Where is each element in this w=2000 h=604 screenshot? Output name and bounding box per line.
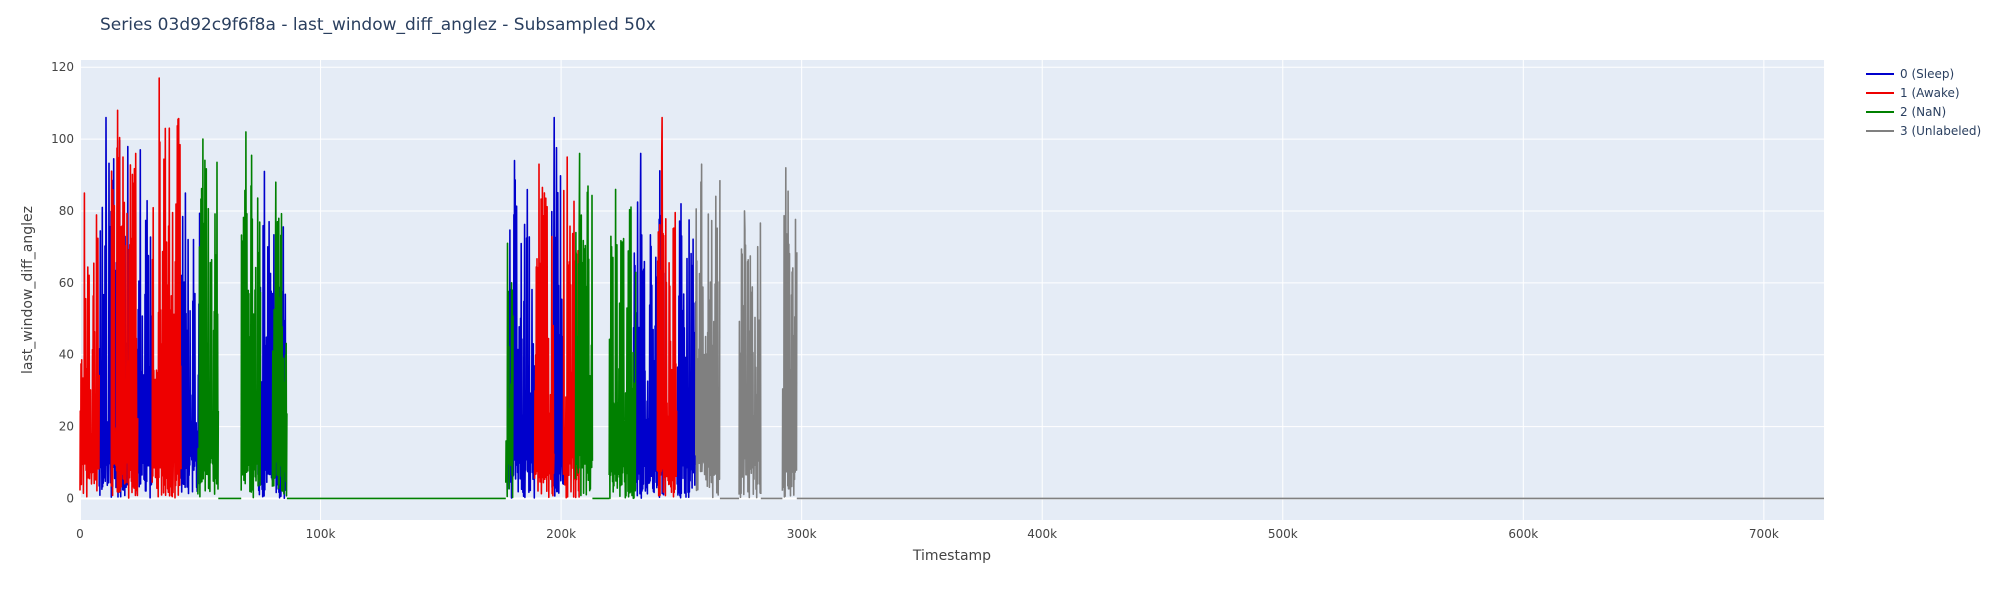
grid: [79, 60, 1824, 520]
series-line-1: [151, 77, 182, 499]
series-line-1: [79, 192, 100, 498]
series-line-0: [135, 149, 153, 499]
y-tick-label: 100: [51, 132, 74, 146]
series-line-1: [656, 116, 678, 498]
legend: 0 (Sleep) 1 (Awake) 2 (NaN) 3 (Unlabeled): [1866, 67, 1981, 138]
tick-labels: 0 20 40 60 80 100 120 0 100k 200k 300k 400k 500k 600k…: [51, 60, 1779, 541]
series-line-2: [608, 188, 637, 500]
x-tick-label: 400k: [1027, 527, 1057, 541]
series-line-3: [781, 167, 798, 498]
series-line-2: [574, 152, 594, 497]
series-line-2: [505, 242, 514, 499]
legend-label: 2 (NaN): [1900, 105, 1946, 119]
series-line-1: [110, 109, 139, 499]
legend-label: 1 (Awake): [1900, 86, 1960, 100]
y-tick-label: 120: [51, 60, 74, 74]
x-tick-label: 100k: [306, 527, 336, 541]
y-tick-label: 20: [59, 420, 74, 434]
series-line-2: [271, 181, 288, 497]
series-layer: [79, 77, 1824, 500]
series-line-0: [675, 203, 697, 499]
series-line-3: [738, 210, 762, 499]
y-tick-label: 60: [59, 276, 74, 290]
series-line-0: [180, 192, 202, 495]
x-tick-label: 700k: [1749, 527, 1779, 541]
legend-label: 0 (Sleep): [1900, 67, 1954, 81]
chart-title: Series 03d92c9f6f8a - last_window_diff_a…: [100, 15, 656, 35]
series-line-2: [240, 131, 262, 499]
x-tick-label: 200k: [546, 527, 576, 541]
x-tick-label: 0: [76, 527, 84, 541]
x-tick-label: 600k: [1508, 527, 1538, 541]
x-axis-title: Timestamp: [912, 548, 991, 564]
y-tick-label: 40: [59, 348, 74, 362]
x-tick-label: 300k: [787, 527, 817, 541]
series-line-1: [533, 163, 555, 499]
y-tick-label: 0: [66, 491, 74, 505]
plot-area: [80, 60, 1824, 520]
legend-label: 3 (Unlabeled): [1900, 124, 1981, 138]
x-tick-label: 500k: [1268, 527, 1298, 541]
series-line-2: [197, 138, 220, 498]
y-axis-title: last_window_diff_anglez: [20, 206, 36, 374]
y-tick-label: 80: [59, 204, 74, 218]
series-line-3: [695, 163, 721, 499]
